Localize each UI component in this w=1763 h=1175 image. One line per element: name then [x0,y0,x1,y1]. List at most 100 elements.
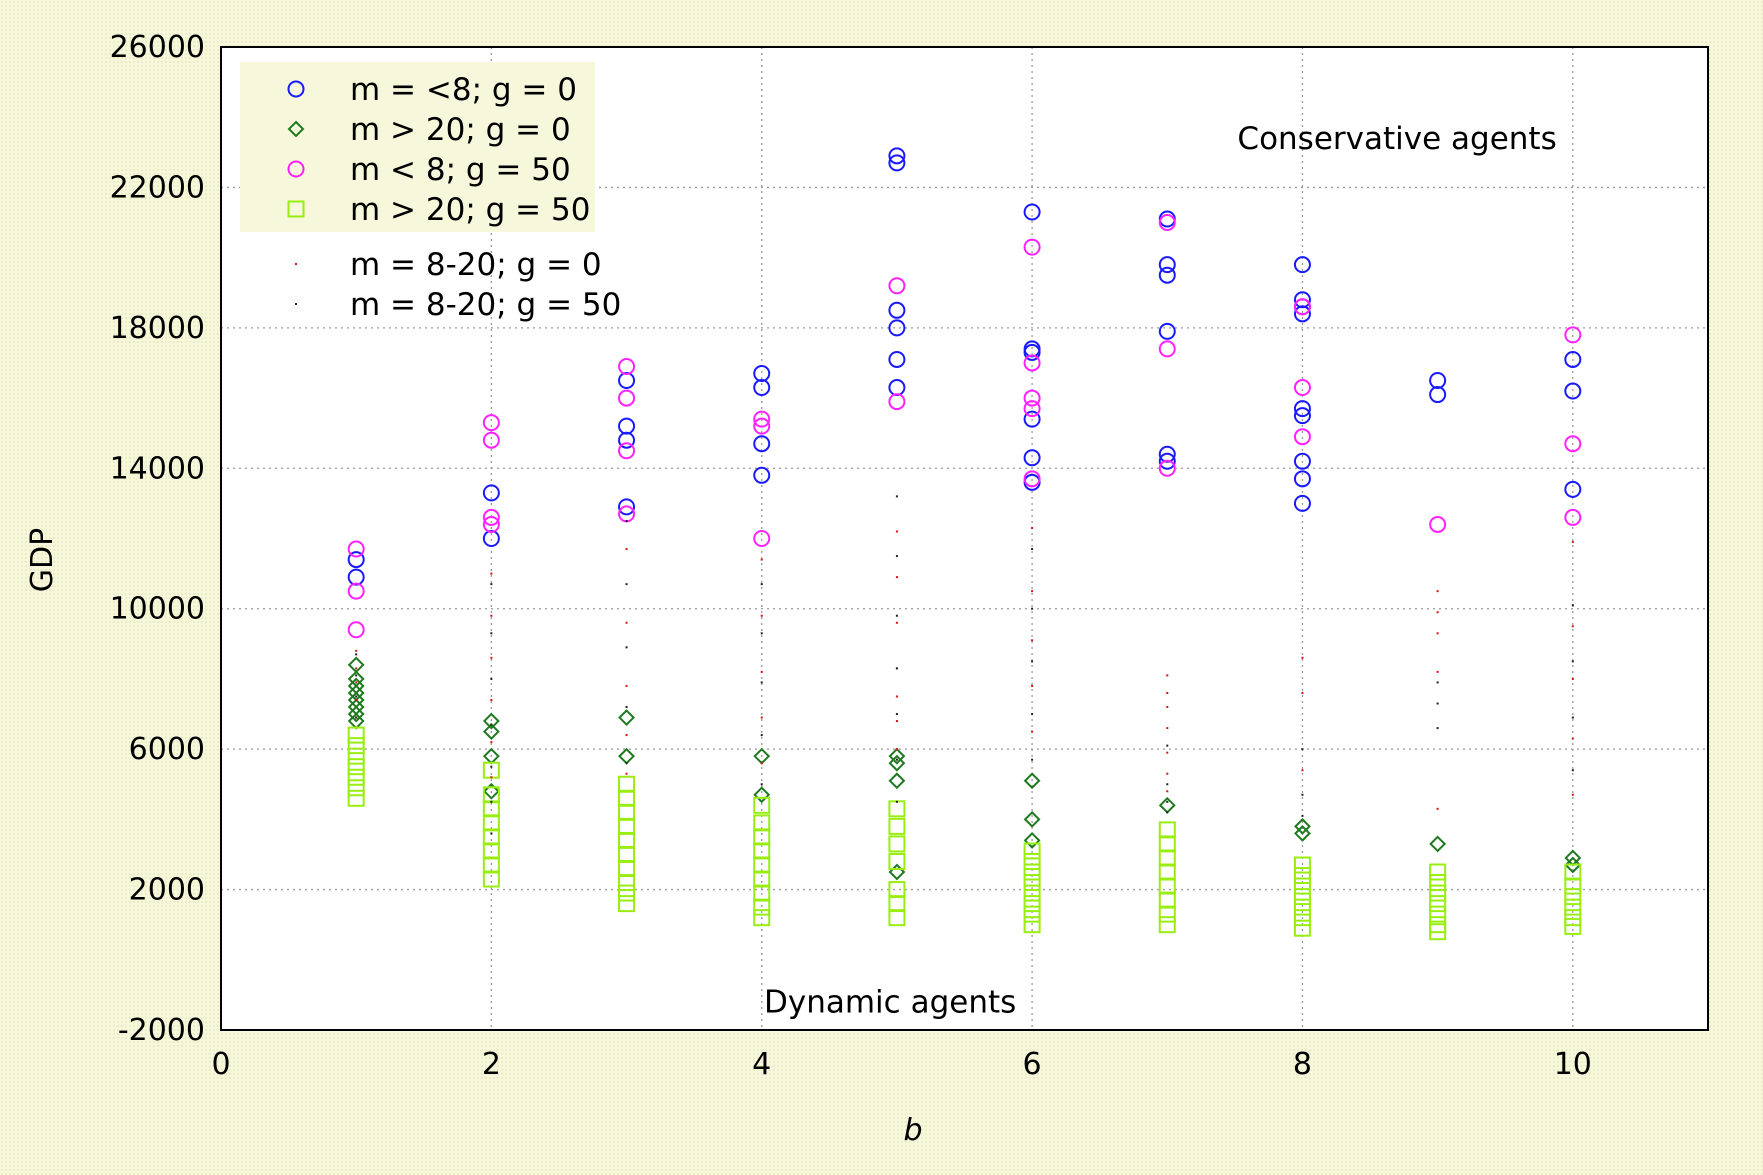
data-point-series-3 [1158,340,1176,358]
data-point-series-4 [347,789,365,807]
legend-marker-6 [295,303,297,305]
data-point-series-4 [1023,905,1041,923]
data-point-series-4 [888,909,906,927]
data-point-series-2 [1294,824,1311,842]
annotation-2: Dynamic agents [764,984,1016,1020]
data-point-series-5 [760,762,763,765]
data-point-series-6 [490,765,493,768]
data-point-series-4 [482,870,500,888]
data-point-series-3 [753,410,771,428]
data-point-series-3 [1293,428,1311,446]
data-point-series-4 [1293,867,1311,885]
data-point-series-5 [490,741,493,744]
data-point-series-6 [760,632,763,635]
data-point-series-3 [618,389,636,407]
data-point-series-6 [1436,702,1439,705]
data-point-series-4 [347,726,365,744]
data-point-series-5 [625,734,628,737]
x-tick-label: 8 [1293,1047,1312,1082]
data-point-series-4 [1293,919,1311,937]
data-point-series-6 [625,706,628,709]
data-point-series-5 [1436,807,1439,810]
data-point-series-4 [1293,909,1311,927]
data-point-series-4 [1564,898,1582,916]
data-point-series-4 [753,796,771,814]
y-tick-label: 10000 [110,592,205,627]
data-point-series-4 [1429,923,1447,941]
data-point-series-1 [1158,452,1176,470]
data-point-series-4 [618,874,636,892]
data-point-series-1 [1293,407,1311,425]
data-point-series-4 [1429,863,1447,881]
data-point-series-2 [888,747,906,765]
annotations: Conservative agents Dynamic agents [764,121,1557,1021]
data-point-series-2 [1023,772,1041,790]
axis-ticks: 0 2 4 6 8 10 -2000 2000 6000 10000 14000 18000 22000… [110,30,1592,1082]
data-point-series-3 [1023,354,1041,372]
data-point-series-6 [1031,758,1034,761]
data-point-series-6 [625,519,628,522]
data-point-series-6 [490,800,493,803]
data-point-series-5 [760,670,763,673]
data-point-series-4 [618,884,636,902]
data-point-series-6 [895,495,898,498]
data-point-series-4 [347,758,365,776]
data-point-series-4 [1158,905,1176,923]
data-point-series-2 [1294,817,1311,835]
data-point-series-1 [1564,480,1582,498]
y-tick-label: -2000 [118,1013,205,1048]
data-point-series-5 [1031,730,1034,733]
y-tick-label: 26000 [110,30,205,65]
data-point-series-1 [1293,256,1311,274]
data-point-series-3 [618,442,636,460]
data-point-series-6 [1301,748,1304,751]
data-point-series-1 [1293,452,1311,470]
data-point-series-2 [753,786,771,804]
y-tick-label: 22000 [110,170,205,205]
data-point-series-6 [760,783,763,786]
data-point-series-1 [1023,203,1041,221]
data-point-series-6 [1571,716,1574,719]
data-point-series-4 [347,737,365,755]
data-point-series-4 [1564,909,1582,927]
data-point-series-4 [1293,856,1311,874]
data-point-series-5 [625,684,628,687]
data-point-series-5 [625,548,628,551]
data-point-series-2 [618,709,635,726]
data-point-series-6 [625,646,628,649]
data-point-series-5 [1301,656,1304,659]
data-point-series-1 [888,350,906,368]
data-point-series-6 [355,716,358,719]
data-point-series-6 [1166,811,1169,814]
data-point-series-2 [482,712,500,730]
x-tick-label: 0 [211,1047,230,1082]
data-point-series-1 [618,431,636,449]
data-point-series-5 [1166,751,1169,754]
y-axis-label: GDP [25,528,60,592]
data-point-series-5 [1031,639,1034,642]
data-point-series-5 [895,576,898,579]
data-point-series-6 [355,695,358,698]
data-point-series-3 [1158,214,1176,232]
data-point-series-1 [618,498,636,516]
legend-label-6: m = 8-20; g = 50 [350,287,621,323]
plot-frame [220,46,1709,1031]
x-tick-label: 10 [1554,1047,1592,1082]
data-point-series-1 [1158,256,1176,274]
data-point-series-4 [1023,842,1041,860]
y-tick-label: 18000 [110,311,205,346]
legend-marker-4 [287,200,305,218]
data-point-series-3 [347,582,365,600]
data-point-series-2 [888,772,906,790]
data-point-series-5 [1436,611,1439,614]
data-point-series-6 [1166,744,1169,747]
data-point-series-1 [1158,322,1176,340]
data-point-series-3 [888,393,906,411]
data-point-series-6 [895,614,898,617]
legend: m = <8; g = 0 m > 20; g = 0 m < 8; g = 50 m… [287,72,621,323]
data-point-series-6 [1436,727,1439,730]
data-point-series-4 [1023,852,1041,870]
data-point-series-3 [1564,435,1582,453]
data-point-series-5 [760,716,763,719]
